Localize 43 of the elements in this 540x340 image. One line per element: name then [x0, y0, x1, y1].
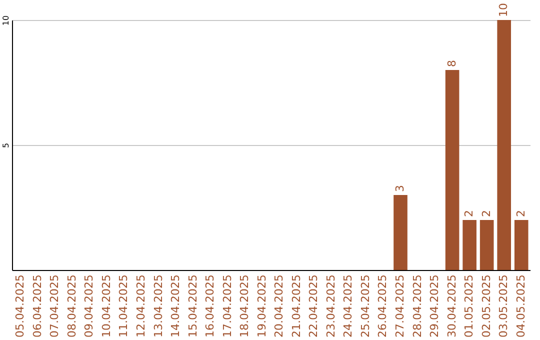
y-tick-label: 5	[2, 142, 10, 148]
x-tick-label: 02.05.2025	[480, 274, 493, 338]
x-tick-label: 20.04.2025	[272, 274, 286, 338]
x-tick-label: 17.04.2025	[220, 274, 234, 338]
data-label: 2	[462, 210, 476, 217]
x-tick-label: 06.04.2025	[30, 274, 44, 338]
x-tick-label: 15.04.2025	[186, 274, 200, 338]
x-tick-label: 18.04.2025	[238, 274, 252, 338]
bar	[445, 70, 460, 270]
x-tick-label: 04.05.2025	[514, 274, 528, 338]
x-tick-label: 29.04.2025	[428, 274, 442, 338]
bar	[497, 20, 512, 270]
x-tick-label: 21.04.2025	[290, 274, 303, 338]
x-tick-label: 23.04.2025	[324, 274, 338, 338]
x-tick-label: 09.04.2025	[82, 274, 96, 338]
x-tick-label: 28.04.2025	[410, 274, 424, 338]
x-tick-label: 16.04.2025	[204, 274, 217, 338]
bar	[480, 220, 494, 270]
x-tick-label: 11.04.2025	[117, 274, 130, 338]
bar	[394, 195, 408, 270]
data-label: 10	[497, 3, 510, 17]
x-tick-label: 10.04.2025	[100, 274, 113, 338]
x-tick-label: 24.04.2025	[342, 274, 355, 338]
x-tick-label: 25.04.2025	[358, 274, 372, 338]
x-tick-label: 27.04.2025	[394, 274, 406, 338]
bar	[462, 220, 476, 270]
x-tick-label: 26.04.2025	[376, 274, 390, 338]
x-tick-label: 13.04.2025	[152, 274, 165, 338]
data-label: 2	[480, 210, 493, 217]
x-tick-label: 07.04.2025	[48, 274, 62, 338]
data-label: 3	[394, 185, 406, 192]
x-tick-label: 05.04.2025	[14, 274, 27, 338]
x-tick-label: 01.05.2025	[462, 274, 476, 338]
x-tick-label: 12.04.2025	[134, 274, 148, 338]
data-label: 8	[445, 60, 458, 67]
x-tick-label: 19.04.2025	[255, 274, 268, 338]
x-tick-label: 14.04.2025	[169, 274, 182, 338]
x-tick-label: 08.04.2025	[65, 274, 78, 338]
bar	[514, 220, 528, 270]
x-tick-label: 22.04.2025	[307, 274, 320, 338]
data-label: 2	[514, 210, 528, 217]
x-tick-label: 30.04.2025	[445, 274, 458, 338]
x-tick-label: 03.05.2025	[497, 274, 510, 338]
